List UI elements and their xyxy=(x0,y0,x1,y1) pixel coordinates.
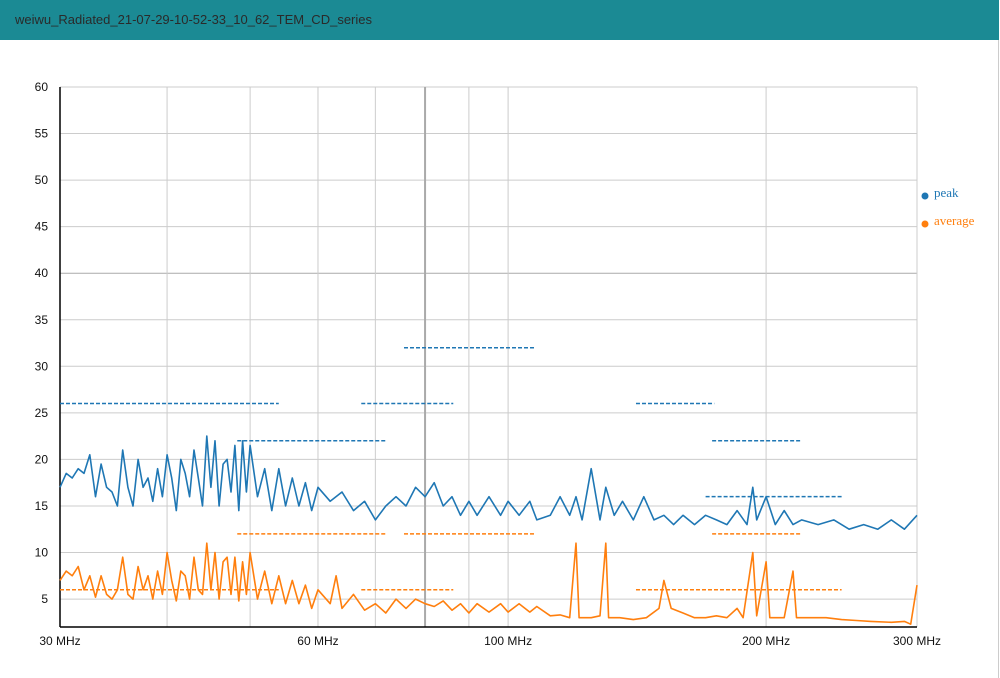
y-tick-label: 40 xyxy=(35,266,49,280)
average-legend-marker xyxy=(921,220,929,228)
y-tick-label: 20 xyxy=(35,452,49,466)
x-tick-label: 100 MHz xyxy=(484,634,532,648)
peak-legend-label: peak xyxy=(934,185,959,200)
y-tick-label: 10 xyxy=(35,546,49,560)
title-bar: weiwu_Radiated_21-07-29-10-52-33_10_62_T… xyxy=(0,0,999,40)
x-tick-label: 60 MHz xyxy=(297,634,338,648)
average-legend-label: average xyxy=(934,213,975,228)
y-tick-label: 35 xyxy=(35,313,49,327)
y-tick-label: 50 xyxy=(35,173,49,187)
x-tick-label: 300 MHz xyxy=(893,634,941,648)
y-tick-label: 55 xyxy=(35,127,49,141)
y-tick-label: 25 xyxy=(35,406,49,420)
y-tick-label: 5 xyxy=(41,592,48,606)
y-tick-label: 15 xyxy=(35,499,49,513)
peak-legend-marker xyxy=(921,192,929,200)
y-tick-label: 30 xyxy=(35,359,49,373)
window-title: weiwu_Radiated_21-07-29-10-52-33_10_62_T… xyxy=(15,12,372,27)
y-tick-label: 45 xyxy=(35,220,49,234)
x-tick-label: 200 MHz xyxy=(742,634,790,648)
peak-series-line xyxy=(59,435,918,531)
x-tick-label: 30 MHz xyxy=(39,634,80,648)
y-tick-label: 60 xyxy=(35,80,49,94)
panel-border xyxy=(998,40,999,678)
average-series-line xyxy=(59,542,918,626)
